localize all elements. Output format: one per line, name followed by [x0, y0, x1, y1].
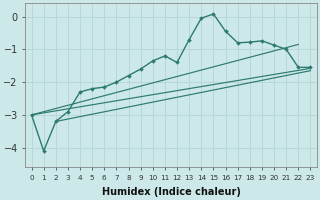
X-axis label: Humidex (Indice chaleur): Humidex (Indice chaleur)	[101, 187, 240, 197]
